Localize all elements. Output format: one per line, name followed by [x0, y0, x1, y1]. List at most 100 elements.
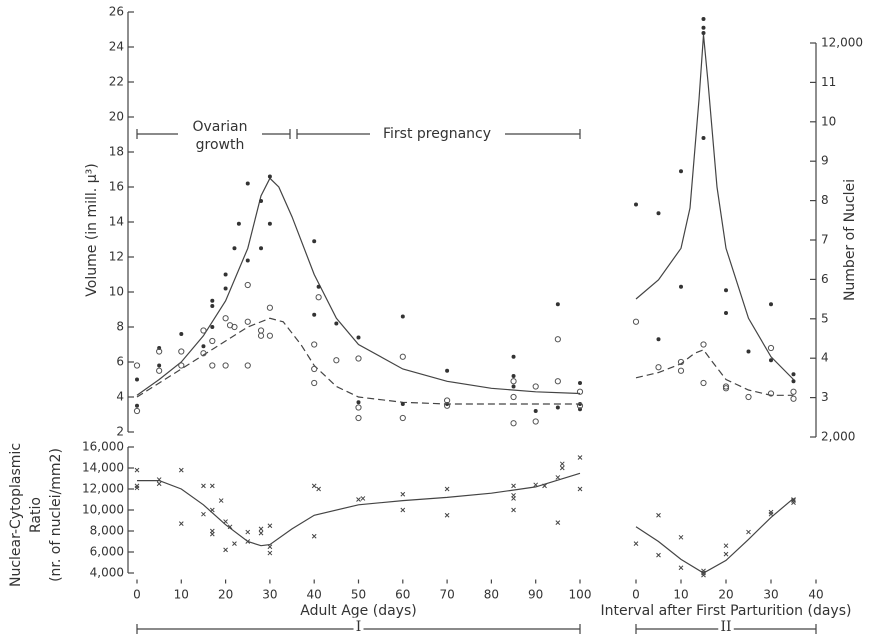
y2-tick-label: 11	[821, 75, 836, 89]
point	[746, 349, 751, 354]
point	[577, 486, 583, 492]
point	[209, 362, 216, 369]
point	[701, 136, 706, 140]
point	[223, 272, 228, 277]
point	[724, 311, 728, 315]
annotation: Ovarian	[193, 119, 248, 135]
point	[700, 379, 707, 387]
point	[316, 486, 321, 492]
point	[178, 521, 184, 527]
point	[179, 332, 184, 336]
point	[769, 302, 773, 307]
period-label: I	[356, 619, 362, 635]
point	[510, 420, 517, 427]
y-tick-label: 10	[109, 285, 124, 299]
point	[356, 497, 361, 502]
point	[209, 507, 215, 513]
point	[723, 551, 729, 557]
point	[655, 364, 662, 371]
x-tick-label: 30	[262, 588, 277, 602]
point	[232, 246, 237, 251]
point	[532, 383, 539, 390]
point	[267, 544, 273, 550]
point	[511, 384, 516, 389]
point	[722, 385, 730, 392]
point	[656, 211, 661, 216]
point	[135, 377, 139, 382]
point	[334, 321, 339, 326]
point	[634, 202, 638, 207]
point	[767, 344, 775, 352]
x-tick-label: 60	[395, 588, 410, 602]
point	[444, 486, 450, 492]
y-tick-label: 18	[109, 145, 124, 159]
point	[135, 403, 139, 408]
x-tick-label: 20	[218, 588, 233, 602]
y-tick-label: 4	[116, 390, 124, 404]
x-tick-label: 40	[808, 588, 823, 602]
point	[511, 483, 516, 489]
point	[356, 335, 361, 340]
x-tick-label: 100	[569, 588, 592, 602]
point	[355, 404, 362, 411]
fit-curve	[635, 349, 794, 396]
point	[360, 496, 366, 501]
point	[245, 181, 250, 186]
point	[701, 31, 706, 35]
point	[554, 336, 561, 343]
y2-axis-label: Number of Nuclei	[842, 179, 858, 301]
point	[745, 393, 752, 401]
point	[156, 367, 163, 374]
point	[511, 374, 516, 378]
point	[510, 393, 517, 401]
y-tick-label: 26	[109, 5, 124, 19]
point	[542, 483, 547, 489]
point	[701, 17, 706, 21]
point	[227, 524, 233, 530]
fit-curve	[136, 317, 580, 405]
point	[768, 511, 774, 517]
point	[633, 541, 639, 546]
point	[244, 318, 251, 325]
point	[201, 344, 206, 349]
point	[133, 362, 141, 369]
point	[222, 315, 229, 322]
y-tick-label: 16	[109, 180, 124, 194]
point	[209, 337, 216, 345]
point	[355, 355, 362, 362]
point	[700, 341, 707, 348]
point	[723, 543, 729, 549]
y-axis-label: (nr. of nuclei/mm2)	[48, 448, 64, 582]
point	[632, 318, 640, 325]
point	[679, 284, 683, 289]
y2-tick-label: 2,000	[821, 430, 855, 444]
point	[133, 407, 141, 415]
y-tick-label: 2	[116, 425, 124, 439]
x-tick-label: 50	[351, 588, 366, 602]
y-tick-label: 14	[109, 215, 124, 229]
point	[245, 258, 250, 263]
point	[577, 455, 583, 460]
y-tick-label: 6	[116, 355, 124, 369]
point	[266, 304, 273, 311]
point	[236, 221, 241, 226]
point	[258, 530, 264, 536]
point	[399, 414, 406, 422]
point	[210, 325, 215, 329]
y2-tick-label: 7	[821, 233, 829, 247]
x-tick-label: 0	[133, 588, 141, 602]
point	[701, 25, 706, 30]
point	[678, 565, 684, 571]
period-label: II	[720, 619, 731, 635]
y-tick-label: 10,000	[82, 503, 124, 517]
point	[791, 372, 796, 377]
y-axis-label: Nuclear-Cytoplasmic	[8, 443, 24, 587]
point	[315, 294, 322, 301]
point	[311, 379, 318, 387]
point	[312, 239, 317, 244]
point	[444, 402, 451, 409]
point	[678, 534, 684, 540]
point	[258, 526, 264, 532]
point	[210, 304, 215, 308]
point	[257, 332, 265, 339]
